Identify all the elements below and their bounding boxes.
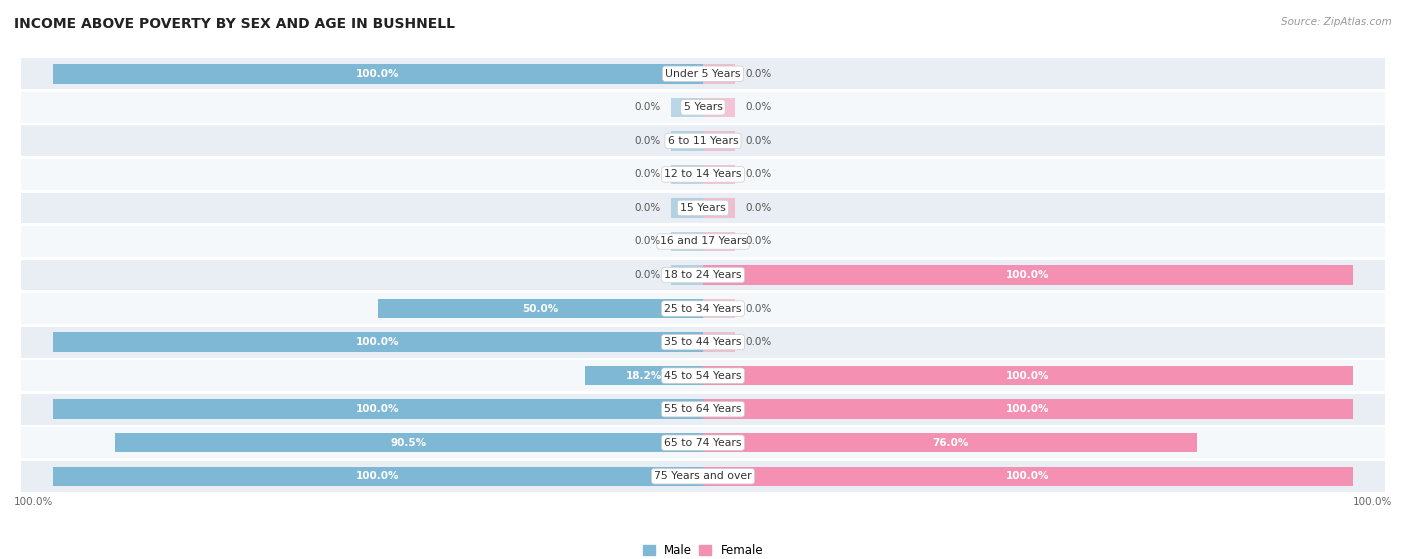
Text: 100.0%: 100.0%: [14, 498, 53, 508]
Bar: [671, 98, 703, 117]
Bar: [378, 299, 703, 318]
Text: 75 Years and over: 75 Years and over: [654, 471, 752, 481]
Bar: [21, 192, 1385, 224]
Text: 0.0%: 0.0%: [745, 136, 772, 146]
Text: 0.0%: 0.0%: [634, 270, 661, 280]
Bar: [671, 333, 703, 352]
Bar: [703, 366, 735, 385]
Text: 0.0%: 0.0%: [745, 69, 772, 79]
Bar: [671, 433, 703, 452]
Bar: [21, 159, 1385, 190]
Bar: [703, 433, 1197, 452]
Bar: [671, 266, 703, 285]
Text: 0.0%: 0.0%: [745, 169, 772, 179]
Bar: [671, 366, 703, 385]
Legend: Male, Female: Male, Female: [638, 539, 768, 559]
Text: 55 to 64 Years: 55 to 64 Years: [664, 404, 742, 414]
Text: 100.0%: 100.0%: [1353, 498, 1392, 508]
Bar: [53, 400, 703, 419]
Bar: [703, 198, 735, 217]
Text: 100.0%: 100.0%: [356, 471, 399, 481]
Bar: [53, 333, 703, 352]
Text: 100.0%: 100.0%: [356, 69, 399, 79]
Text: 15 Years: 15 Years: [681, 203, 725, 213]
Bar: [671, 131, 703, 150]
Bar: [703, 400, 1353, 419]
Bar: [703, 467, 1353, 486]
Bar: [671, 198, 703, 217]
Text: 65 to 74 Years: 65 to 74 Years: [664, 438, 742, 448]
Bar: [703, 366, 1353, 385]
Bar: [703, 266, 1353, 285]
Bar: [21, 58, 1385, 89]
Text: 0.0%: 0.0%: [745, 102, 772, 112]
Bar: [703, 266, 735, 285]
Text: Source: ZipAtlas.com: Source: ZipAtlas.com: [1281, 17, 1392, 27]
Text: 0.0%: 0.0%: [745, 337, 772, 347]
Bar: [21, 226, 1385, 257]
Text: 100.0%: 100.0%: [1007, 404, 1050, 414]
Bar: [671, 467, 703, 486]
Text: 100.0%: 100.0%: [356, 337, 399, 347]
Text: 25 to 34 Years: 25 to 34 Years: [664, 304, 742, 314]
Bar: [703, 98, 735, 117]
Text: 0.0%: 0.0%: [634, 203, 661, 213]
Bar: [21, 326, 1385, 358]
Text: 0.0%: 0.0%: [634, 236, 661, 247]
Bar: [21, 394, 1385, 425]
Text: 0.0%: 0.0%: [745, 236, 772, 247]
Text: 100.0%: 100.0%: [356, 404, 399, 414]
Text: 100.0%: 100.0%: [1007, 270, 1050, 280]
Text: 100.0%: 100.0%: [1007, 371, 1050, 381]
Text: 35 to 44 Years: 35 to 44 Years: [664, 337, 742, 347]
Bar: [585, 366, 703, 385]
Bar: [115, 433, 703, 452]
Text: 18.2%: 18.2%: [626, 371, 662, 381]
Text: Under 5 Years: Under 5 Years: [665, 69, 741, 79]
Text: 12 to 14 Years: 12 to 14 Years: [664, 169, 742, 179]
Bar: [21, 427, 1385, 458]
Bar: [703, 131, 735, 150]
Bar: [53, 467, 703, 486]
Text: 18 to 24 Years: 18 to 24 Years: [664, 270, 742, 280]
Bar: [671, 400, 703, 419]
Bar: [703, 467, 735, 486]
Text: 90.5%: 90.5%: [391, 438, 427, 448]
Text: 0.0%: 0.0%: [745, 304, 772, 314]
Bar: [703, 165, 735, 184]
Text: 76.0%: 76.0%: [932, 438, 969, 448]
Bar: [703, 232, 735, 251]
Bar: [671, 232, 703, 251]
Text: 6 to 11 Years: 6 to 11 Years: [668, 136, 738, 146]
Text: 0.0%: 0.0%: [634, 169, 661, 179]
Bar: [21, 461, 1385, 492]
Bar: [703, 64, 735, 83]
Text: 100.0%: 100.0%: [1007, 471, 1050, 481]
Bar: [703, 333, 735, 352]
Text: 50.0%: 50.0%: [523, 304, 558, 314]
Text: 5 Years: 5 Years: [683, 102, 723, 112]
Bar: [53, 64, 703, 83]
Bar: [21, 293, 1385, 324]
Text: 0.0%: 0.0%: [634, 102, 661, 112]
Text: INCOME ABOVE POVERTY BY SEX AND AGE IN BUSHNELL: INCOME ABOVE POVERTY BY SEX AND AGE IN B…: [14, 17, 456, 31]
Bar: [21, 125, 1385, 157]
Text: 45 to 54 Years: 45 to 54 Years: [664, 371, 742, 381]
Bar: [671, 165, 703, 184]
Bar: [703, 433, 735, 452]
Bar: [21, 259, 1385, 291]
Text: 0.0%: 0.0%: [745, 203, 772, 213]
Bar: [671, 64, 703, 83]
Bar: [671, 299, 703, 318]
Text: 16 and 17 Years: 16 and 17 Years: [659, 236, 747, 247]
Bar: [703, 299, 735, 318]
Bar: [21, 92, 1385, 123]
Bar: [703, 400, 735, 419]
Bar: [21, 360, 1385, 391]
Text: 0.0%: 0.0%: [634, 136, 661, 146]
